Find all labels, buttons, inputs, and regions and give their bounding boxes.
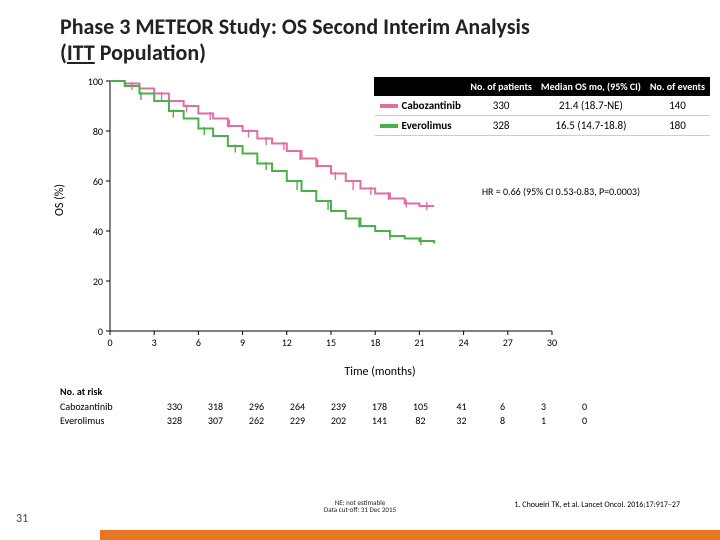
at-risk-value: 105 [400,400,441,413]
legend-events: 180 [645,115,709,135]
at-risk-series-name: Cabozantinib [60,400,140,413]
legend-series-name: Cabozantinib [375,95,466,115]
x-axis-label: Time (months) [80,365,680,379]
legend-series-name: Everolimus [375,115,466,135]
at-risk-value: 8 [482,414,523,427]
at-risk-row: Cabozantinib 33031829626423917810541630 [60,400,680,413]
legend-patients: 330 [466,95,537,115]
legend-median: 21.4 (18.7-NE) [536,95,645,115]
svg-text:12: 12 [282,336,292,349]
at-risk-value: 82 [400,414,441,427]
svg-text:0: 0 [98,325,103,338]
svg-text:27: 27 [503,336,513,349]
legend-header-row: No. of patients Median OS mo, (95% CI) N… [375,77,710,95]
at-risk-value: 264 [277,400,318,413]
legend-row: Everolimus32816.5 (14.7-18.8)180 [375,115,710,135]
legend-table: No. of patients Median OS mo, (95% CI) N… [374,77,710,136]
at-risk-value: 330 [154,400,195,413]
citation: 1. Choueiri TK, et al. Lancet Oncol. 201… [514,500,680,510]
at-risk-value: 229 [277,414,318,427]
svg-text:60: 60 [93,175,103,188]
at-risk-value: 32 [441,414,482,427]
legend-median: 16.5 (14.7-18.8) [536,115,645,135]
svg-text:100: 100 [88,75,103,88]
title-rest: Population) [95,39,206,66]
slide: Phase 3 METEOR Study: OS Second Interim … [0,0,720,540]
svg-text:20: 20 [93,275,103,288]
at-risk-value: 202 [318,414,359,427]
footnote-cutoff: Data cut-off: 31 Dec 2015 [324,505,396,514]
at-risk-values: 33031829626423917810541630 [154,400,605,413]
at-risk-value: 0 [564,414,605,427]
svg-text:40: 40 [93,225,103,238]
svg-text:80: 80 [93,125,103,138]
svg-text:3: 3 [152,336,157,349]
legend-hdr-events: No. of events [645,77,709,95]
legend-patients: 328 [466,115,537,135]
at-risk-value: 239 [318,400,359,413]
at-risk-value: 296 [236,400,277,413]
svg-text:15: 15 [326,336,336,349]
bottom-accent-bar [100,530,720,540]
at-risk-value: 6 [482,400,523,413]
svg-text:6: 6 [196,336,201,349]
at-risk-value: 1 [523,414,564,427]
at-risk-series-name: Everolimus [60,414,140,427]
footnote-center: NE: not estimable Data cut-off: 31 Dec 2… [324,499,396,514]
at-risk-table: No. at risk Cabozantinib3303182962642391… [60,385,680,427]
at-risk-value: 178 [359,400,400,413]
at-risk-value: 262 [236,414,277,427]
at-risk-value: 328 [154,414,195,427]
at-risk-value: 41 [441,400,482,413]
chart-area: OS (%) 020406080100036912151821242730 No… [80,73,680,363]
svg-text:18: 18 [370,336,380,349]
svg-text:9: 9 [240,336,245,349]
hazard-ratio-note: HR = 0.66 (95% CI 0.53-0.83, P=0.0003) [482,185,640,198]
legend-row: Cabozantinib33021.4 (18.7-NE)140 [375,95,710,115]
at-risk-value: 141 [359,414,400,427]
at-risk-title: No. at risk [60,385,680,398]
page-number: 31 [16,512,28,526]
svg-text:21: 21 [414,336,424,349]
legend-events: 140 [645,95,709,115]
at-risk-value: 307 [195,414,236,427]
at-risk-row: Everolimus3283072622292021418232810 [60,414,680,427]
svg-text:24: 24 [459,336,469,349]
title-itt: ITT [67,39,95,66]
svg-text:0: 0 [107,336,112,349]
at-risk-value: 318 [195,400,236,413]
legend-hdr-median: Median OS mo, (95% CI) [536,77,645,95]
at-risk-value: 3 [523,400,564,413]
y-axis-label: OS (%) [53,184,67,216]
svg-text:30: 30 [547,336,557,349]
title-line1: Phase 3 METEOR Study: OS Second Interim … [60,13,530,40]
legend-hdr-name [375,77,466,95]
slide-title: Phase 3 METEOR Study: OS Second Interim … [60,14,660,67]
at-risk-value: 0 [564,400,605,413]
title-paren-open: ( [60,39,67,66]
at-risk-values: 3283072622292021418232810 [154,414,605,427]
legend-hdr-patients: No. of patients [466,77,537,95]
